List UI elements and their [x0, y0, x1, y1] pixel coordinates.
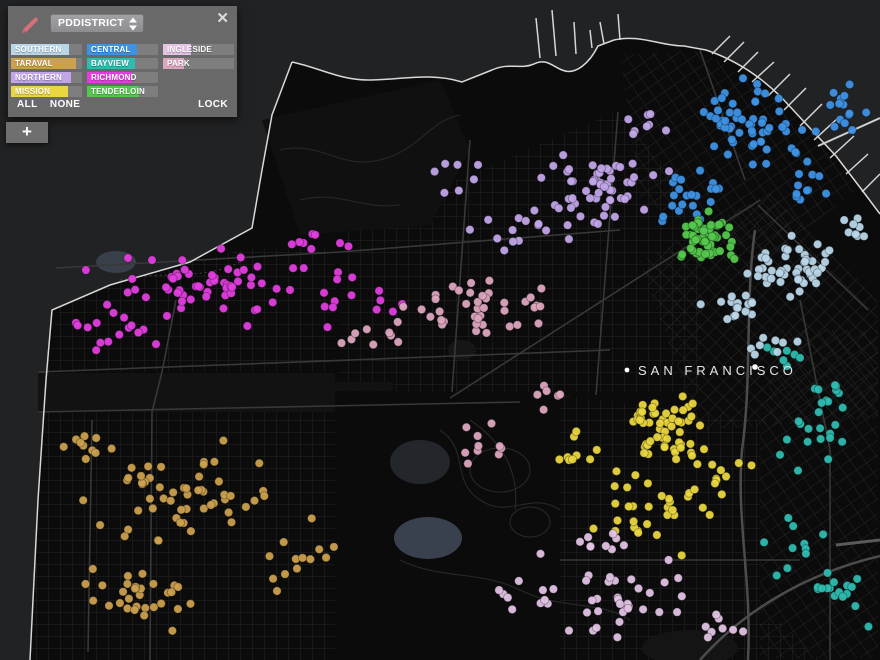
legend-label: CENTRAL — [91, 45, 131, 54]
close-icon[interactable]: ✕ — [216, 10, 229, 27]
legend-chip-tenderloin[interactable]: TENDERLOIN — [87, 86, 158, 97]
district-points-park — [336, 276, 565, 469]
legend-label: BAYVIEW — [91, 59, 130, 68]
legend-label: SOUTHERN — [15, 45, 62, 54]
legend-chip-southern[interactable]: SOUTHERN — [11, 44, 82, 55]
city-marker-dot-right — [752, 364, 758, 370]
piers — [535, 9, 880, 193]
legend-chip-ingleside[interactable]: INGLESIDE — [163, 44, 234, 55]
legend-chip-mission[interactable]: MISSION — [11, 86, 82, 97]
legend-chip-central[interactable]: CENTRAL — [87, 44, 158, 55]
legend-label: MISSION — [15, 87, 51, 96]
legend-chip-northern[interactable]: NORTHERN — [11, 72, 82, 83]
city-label-group: SAN FRANCISCO — [624, 363, 797, 378]
layer-panel: PDDISTRICT ✕ SOUTHERN TARAVAL NORTHERN MISS… — [8, 6, 237, 117]
legend-swatch — [11, 86, 68, 97]
district-points-bayview — [759, 342, 874, 632]
legend-label: NORTHERN — [15, 73, 62, 82]
legend-swatch — [163, 58, 184, 69]
parks — [38, 80, 738, 660]
legend-chip-park[interactable]: PARK — [163, 58, 234, 69]
legend-swatch — [163, 44, 192, 55]
district-points-mission — [554, 391, 757, 561]
legend-swatch — [87, 86, 139, 97]
select-all-button[interactable]: ALL — [17, 99, 38, 110]
crime-points-layer — [59, 73, 874, 643]
legend-label: RICHMOND — [91, 73, 137, 82]
panel-footer: ALL NONE LOCK — [17, 99, 228, 112]
lock-button[interactable]: LOCK — [198, 99, 228, 110]
district-points-ingleside — [494, 529, 748, 643]
field-selector-value: PDDISTRICT — [58, 17, 124, 29]
district-points-taraval — [59, 431, 339, 636]
legend-swatch — [87, 58, 135, 69]
legend-label: PARK — [167, 59, 190, 68]
legend-chips: SOUTHERN TARAVAL NORTHERN MISSION CENTRAL BAY… — [11, 44, 234, 97]
street-grid — [30, 50, 878, 660]
city-label: SAN FRANCISCO — [638, 363, 797, 378]
district-points-central — [657, 73, 871, 226]
select-none-button[interactable]: NONE — [49, 99, 81, 110]
field-selector[interactable]: PDDISTRICT — [50, 14, 144, 33]
legend-swatch — [11, 44, 70, 55]
zoom-in-button[interactable]: + — [6, 122, 48, 143]
district-points-tenderloin — [676, 206, 740, 264]
freeways — [699, 229, 880, 660]
city-marker-dot — [624, 367, 630, 373]
legend-swatch — [11, 58, 76, 69]
brush-icon — [21, 17, 38, 34]
legend-label: TARAVAL — [15, 59, 53, 68]
legend-label: INGLESIDE — [167, 45, 212, 54]
legend-swatch — [87, 44, 138, 55]
district-points-richmond — [71, 229, 407, 355]
stepper-icon — [129, 17, 138, 30]
legend-chip-bayview[interactable]: BAYVIEW — [87, 58, 158, 69]
legend-chip-richmond[interactable]: RICHMOND — [87, 72, 158, 83]
legend-chip-taraval[interactable]: TARAVAL — [11, 58, 82, 69]
coastline — [29, 37, 880, 660]
legend-swatch — [11, 72, 71, 83]
district-points-northern — [429, 109, 674, 256]
district-points-southern — [696, 213, 869, 360]
legend-label: TENDERLOIN — [91, 87, 145, 96]
major-streets — [37, 49, 869, 660]
legend-swatch — [87, 72, 132, 83]
panel-header: PDDISTRICT ✕ — [8, 6, 237, 42]
